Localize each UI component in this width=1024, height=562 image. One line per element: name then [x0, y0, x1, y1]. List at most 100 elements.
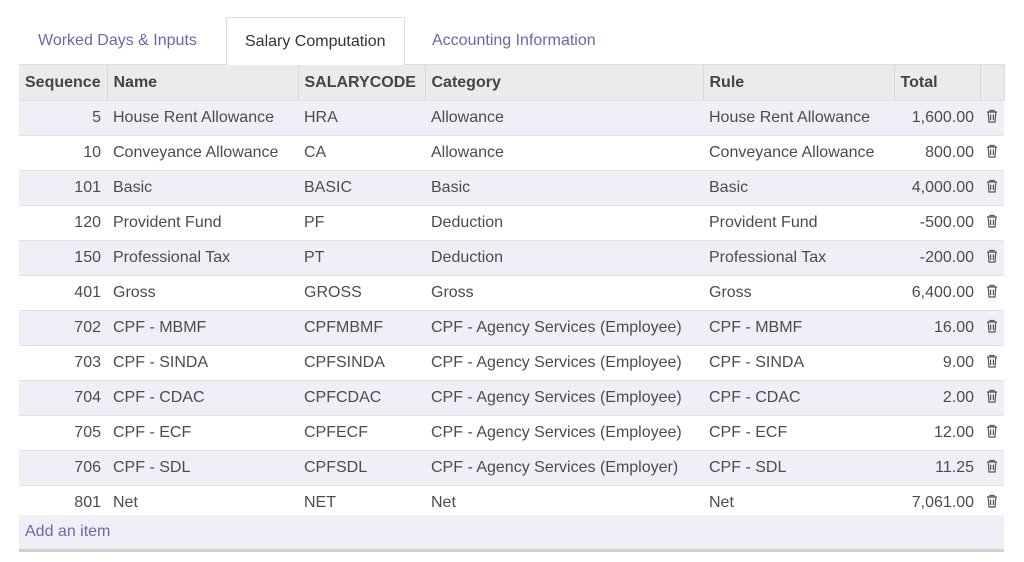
salary-table: Sequence Name SALARYCODE Category Rule Total … [19, 64, 1005, 521]
cell: 705 [19, 415, 107, 451]
cell: 706 [19, 450, 107, 486]
header-row: Sequence Name SALARYCODE Category Rule Total [19, 64, 1005, 101]
cell: Conveyance Allowance [703, 135, 894, 171]
trash-icon [987, 109, 997, 123]
column-header[interactable]: Name [107, 64, 299, 101]
cell: CPF - ECF [107, 415, 298, 451]
cell: CPF - SINDA [107, 345, 298, 381]
column-header[interactable]: Rule [703, 64, 895, 101]
delete-button[interactable] [980, 415, 1004, 451]
delete-button[interactable] [980, 380, 1004, 416]
cell: 800.00 [894, 135, 980, 171]
delete-button[interactable] [980, 275, 1004, 311]
table-row[interactable]: 706 CPF - SDL CPFSDL CPF - Agency Services … [19, 450, 1004, 486]
cell: CPF - Agency Services (Employee) [425, 380, 703, 416]
cell: BASIC [298, 170, 425, 206]
cell: 101 [19, 170, 107, 206]
table-row[interactable]: 5 House Rent Allowance HRA Allowance House R… [19, 100, 1004, 136]
cell: 150 [19, 240, 107, 276]
table-row[interactable]: 704 CPF - CDAC CPFCDAC CPF - Agency Service… [19, 380, 1004, 416]
table-row[interactable]: 101 Basic BASIC Basic Basic 4,000.00 [19, 170, 1004, 206]
add-row: Add an item [19, 515, 1004, 552]
cell: Gross [107, 275, 298, 311]
cell: Deduction [425, 240, 703, 276]
cell: CA [298, 135, 425, 171]
trash-icon [987, 389, 997, 403]
cell: Provident Fund [107, 205, 298, 241]
cell: PT [298, 240, 425, 276]
cell: 6,400.00 [894, 275, 980, 311]
table-row[interactable]: 401 Gross GROSS Gross Gross 6,400.00 [19, 275, 1004, 311]
tab-bar: Worked Days & Inputs Salary Computation Ac… [19, 17, 1004, 65]
delete-button[interactable] [980, 450, 1004, 486]
table-row[interactable]: 702 CPF - MBMF CPFMBMF CPF - Agency Service… [19, 310, 1004, 346]
cell: CPFSDL [298, 450, 425, 486]
cell: 1,600.00 [894, 100, 980, 136]
cell: 4,000.00 [894, 170, 980, 206]
trash-icon [987, 284, 997, 298]
cell: 702 [19, 310, 107, 346]
delete-button[interactable] [980, 240, 1004, 276]
cell: CPFCDAC [298, 380, 425, 416]
cell: 5 [19, 100, 107, 136]
column-header[interactable]: Category [425, 64, 704, 101]
cell: CPF - Agency Services (Employer) [425, 450, 703, 486]
cell: HRA [298, 100, 425, 136]
table-row[interactable]: 120 Provident Fund PF Deduction Provident Fu… [19, 205, 1004, 241]
delete-button[interactable] [980, 205, 1004, 241]
cell: CPF - ECF [703, 415, 894, 451]
cell: 11.25 [894, 450, 980, 486]
cell: PF [298, 205, 425, 241]
delete-button[interactable] [980, 135, 1004, 171]
trash-icon [987, 319, 997, 333]
cell: CPFMBMF [298, 310, 425, 346]
cell: 16.00 [894, 310, 980, 346]
cell: CPF - CDAC [107, 380, 298, 416]
table-row[interactable]: 705 CPF - ECF CPFECF CPF - Agency Services … [19, 415, 1004, 451]
cell: 120 [19, 205, 107, 241]
cell: Gross [703, 275, 894, 311]
cell: CPF - SDL [107, 450, 298, 486]
tab[interactable]: Accounting Information [432, 32, 596, 49]
cell: CPF - MBMF [703, 310, 894, 346]
cell: Allowance [425, 100, 703, 136]
cell: 12.00 [894, 415, 980, 451]
cell: CPF - Agency Services (Employee) [425, 310, 703, 346]
cell: Conveyance Allowance [107, 135, 298, 171]
cell: Professional Tax [703, 240, 894, 276]
cell: Basic [703, 170, 894, 206]
trash-icon [987, 494, 997, 508]
add-item-link[interactable]: Add an item [25, 523, 111, 540]
delete-button[interactable] [980, 170, 1004, 206]
trash-icon [987, 249, 997, 263]
cell: 2.00 [894, 380, 980, 416]
tab[interactable]: Salary Computation [226, 17, 405, 65]
table-row[interactable]: 10 Conveyance Allowance CA Allowance Conveya… [19, 135, 1004, 171]
table-row[interactable]: 150 Professional Tax PT Deduction Profession… [19, 240, 1004, 276]
cell: CPFSINDA [298, 345, 425, 381]
column-header[interactable]: Total [894, 64, 981, 101]
tab[interactable]: Worked Days & Inputs [38, 32, 197, 49]
trash-icon [987, 354, 997, 368]
cell: 10 [19, 135, 107, 171]
cell: Allowance [425, 135, 703, 171]
cell: 401 [19, 275, 107, 311]
cell: CPF - MBMF [107, 310, 298, 346]
column-header[interactable]: Sequence [19, 64, 108, 101]
cell: House Rent Allowance [703, 100, 894, 136]
delete-button[interactable] [980, 345, 1004, 381]
trash-icon [987, 179, 997, 193]
cell: 704 [19, 380, 107, 416]
table-row[interactable]: 703 CPF - SINDA CPFSINDA CPF - Agency Servi… [19, 345, 1004, 381]
cell: CPFECF [298, 415, 425, 451]
trash-icon [987, 214, 997, 228]
column-header[interactable]: SALARYCODE [298, 64, 426, 101]
cell: GROSS [298, 275, 425, 311]
cell: House Rent Allowance [107, 100, 298, 136]
trash-icon [987, 459, 997, 473]
delete-button[interactable] [980, 100, 1004, 136]
column-header-blank [980, 64, 1005, 101]
delete-button[interactable] [980, 310, 1004, 346]
table-body: 5 House Rent Allowance HRA Allowance House R… [19, 100, 1004, 521]
cell: -200.00 [894, 240, 980, 276]
